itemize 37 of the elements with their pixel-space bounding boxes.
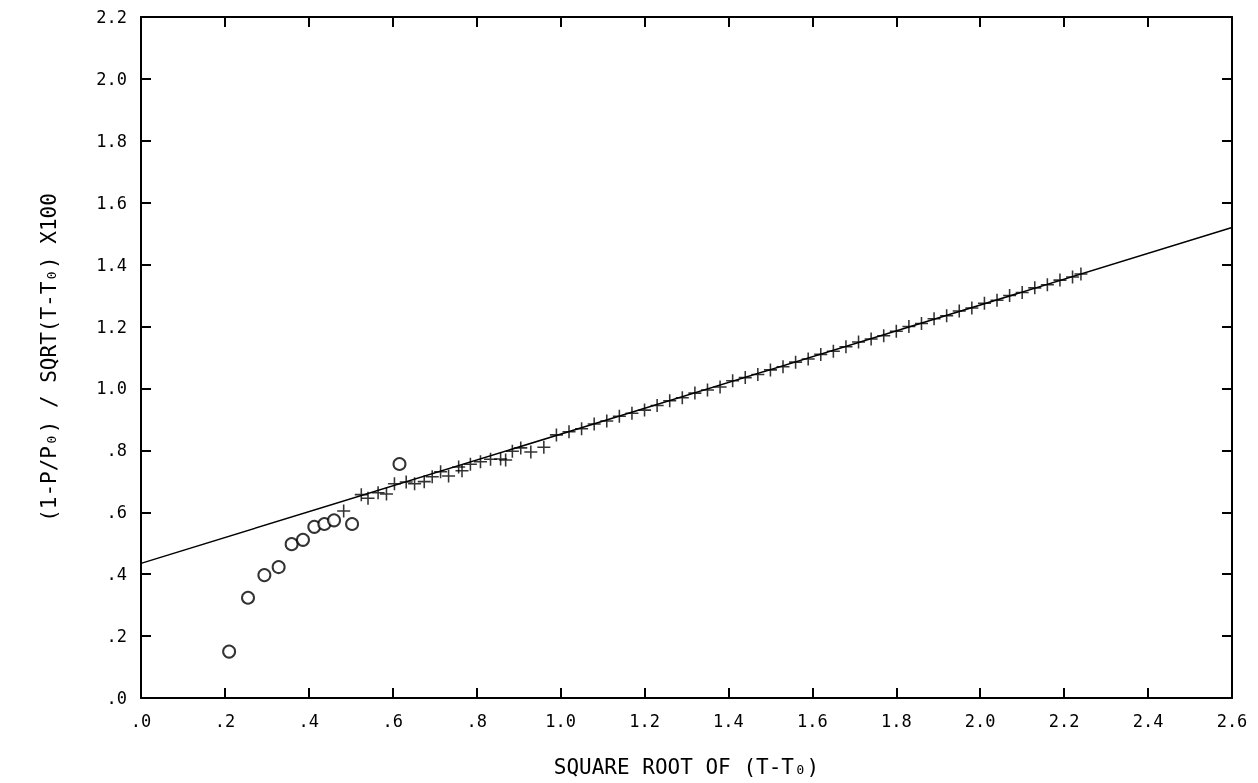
y-tick-label: 1.0 [96,378,127,399]
x-tick-label: 1.0 [545,710,576,731]
point [271,560,286,575]
x-tick-label: 1.8 [880,710,912,731]
x-tick-label: 2.6 [1216,710,1248,731]
x-tick-label: .6 [382,710,404,731]
point [392,456,407,471]
x-tick-label: .8 [466,710,487,731]
point [241,590,255,605]
x-axis-title: SQUARE ROOT OF (T-T₀) [553,754,820,779]
y-tick-label: .8 [106,440,127,461]
y-tick-label: 1.6 [96,192,127,213]
x-tick-label: 2.2 [1048,710,1080,731]
point [222,644,237,659]
y-tick-label: .2 [106,626,127,647]
x-tick-label: 1.2 [629,710,660,731]
x-tick-label: 1.6 [797,710,828,731]
y-axis-title: (1-P/P₀) / SQRT(T-T₀) X100 [36,193,61,522]
y-tick-label: 2.0 [96,68,127,89]
point [257,568,272,583]
y-tick-label: 1.4 [96,254,127,275]
y-tick-label: .6 [106,502,127,523]
point [295,532,310,547]
x-tick-label: .4 [298,710,320,731]
x-tick-label: 2.0 [964,710,996,731]
point [284,537,299,552]
x-tick-label: 1.4 [713,710,744,731]
y-tick-label: 2.2 [96,7,127,27]
point [327,513,342,528]
x-tick-label: 2.4 [1132,710,1164,731]
y-tick-label: .0 [106,688,127,708]
x-tick-label: .2 [214,710,236,731]
y-tick-label: .4 [106,564,127,585]
point [345,517,360,532]
y-tick-label: 1.2 [96,316,127,337]
x-tick-label: .0 [130,710,152,731]
y-tick-label: 1.8 [96,130,127,151]
